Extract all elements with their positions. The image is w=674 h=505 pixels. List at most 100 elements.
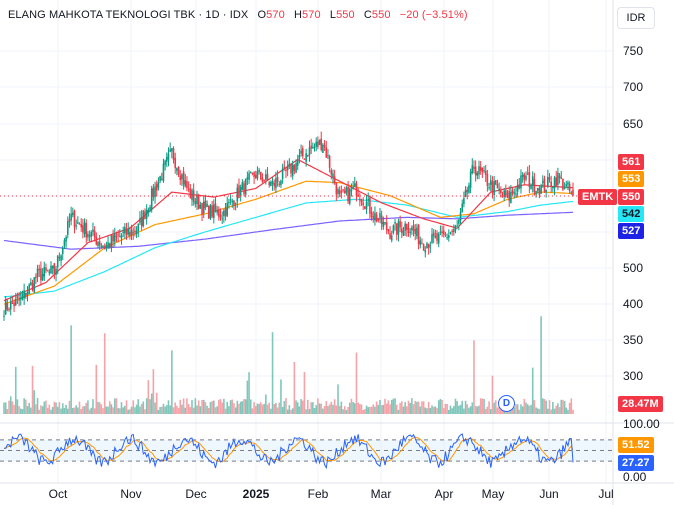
candle-body <box>528 171 531 187</box>
currency-button[interactable]: IDR <box>617 7 655 29</box>
volume-bar <box>434 406 437 414</box>
volume-bar <box>553 408 556 414</box>
candle-body <box>550 181 552 188</box>
candle-body <box>553 177 556 189</box>
candle-body <box>364 206 366 209</box>
volume-bar <box>474 405 477 414</box>
candle-body <box>407 227 410 234</box>
volume-bar <box>463 408 465 414</box>
candle-body <box>233 200 235 206</box>
volume-bar <box>469 406 472 414</box>
volume-bar <box>6 409 9 414</box>
candle-body <box>459 212 462 221</box>
candle-body <box>484 170 487 175</box>
candle-body <box>36 268 39 277</box>
candle-body <box>254 174 257 178</box>
candle-body <box>182 171 185 185</box>
time-tick: May <box>481 487 505 501</box>
candle-body <box>33 277 36 293</box>
ma-cyan-tag: 542 <box>618 206 645 222</box>
volume-bar <box>298 406 301 414</box>
volume-bar <box>55 402 57 414</box>
volume-bar <box>26 406 29 414</box>
candle-body <box>234 202 237 204</box>
volume-bar <box>238 403 240 414</box>
volume-bar <box>147 380 150 414</box>
candle-body <box>568 183 571 191</box>
candle-body <box>167 153 170 160</box>
volume-bar <box>389 404 391 414</box>
volume-bar <box>555 405 558 414</box>
candle-body <box>369 197 371 214</box>
volume-bar <box>355 352 358 414</box>
candle-body <box>481 167 484 172</box>
candle-body <box>562 178 564 190</box>
volume-bar <box>404 402 406 414</box>
candle-body <box>370 212 373 218</box>
candle-body <box>13 302 15 307</box>
volume-bar <box>557 403 559 414</box>
volume-bar <box>35 404 37 414</box>
candle-body <box>446 237 448 239</box>
candle-body <box>236 187 239 202</box>
candle-body <box>192 190 195 202</box>
candle-body <box>516 184 519 192</box>
volume-bar <box>33 390 36 414</box>
candle-body <box>560 177 563 179</box>
volume-bar <box>48 404 51 414</box>
high-value: 570 <box>302 9 321 21</box>
candle-body <box>427 243 430 249</box>
candle-body <box>375 214 378 222</box>
volume-bar <box>453 406 455 414</box>
candle-body <box>3 315 5 317</box>
candle-body <box>315 141 317 147</box>
candle-body <box>199 204 202 209</box>
price-tick: 400 <box>623 297 644 311</box>
candle-body <box>540 185 542 194</box>
symbol-title[interactable]: ELANG MAHKOTA TEKNOLOGI TBK · 1D · IDX <box>8 9 249 21</box>
time-tick: Oct <box>48 487 68 501</box>
time-tick: Jun <box>539 487 559 501</box>
volume-bar <box>194 398 197 414</box>
volume-bar <box>211 401 213 414</box>
volume-bar <box>479 398 482 414</box>
candle-body <box>77 222 79 224</box>
volume-bar <box>348 402 351 414</box>
candle-body <box>479 166 482 171</box>
candle-body <box>113 234 116 242</box>
candle-body <box>80 224 83 228</box>
candle-body <box>563 188 566 190</box>
candle-body <box>406 223 408 230</box>
volume-bar <box>308 408 311 414</box>
candle-body <box>483 170 485 172</box>
candle-body <box>442 230 445 235</box>
volume-bar <box>152 369 155 414</box>
candle-body <box>343 190 346 194</box>
price-tick: 700 <box>623 80 644 94</box>
volume-bar <box>447 409 450 414</box>
candle-body <box>100 245 103 247</box>
volume-bar <box>513 407 516 414</box>
volume-bar <box>543 399 546 414</box>
candle-body <box>558 175 561 179</box>
volume-bar <box>124 405 126 414</box>
volume-bar <box>53 401 56 414</box>
volume-bar <box>382 404 385 414</box>
candle-body <box>102 246 104 248</box>
candle-body <box>494 180 497 185</box>
volume-bar <box>493 402 495 414</box>
volume-bar <box>392 398 395 414</box>
volume-bar <box>56 406 59 414</box>
candle-body <box>119 236 121 238</box>
volume-bar <box>113 398 116 414</box>
candle-body <box>511 190 514 194</box>
candle-body <box>174 157 177 169</box>
volume-bar <box>387 400 390 414</box>
volume-bar <box>343 406 346 414</box>
volume-bar <box>167 400 170 414</box>
volume-bar <box>498 406 500 414</box>
candle-body <box>417 225 420 245</box>
candle-body <box>223 210 225 216</box>
dividend-marker-icon[interactable]: D <box>498 395 515 412</box>
